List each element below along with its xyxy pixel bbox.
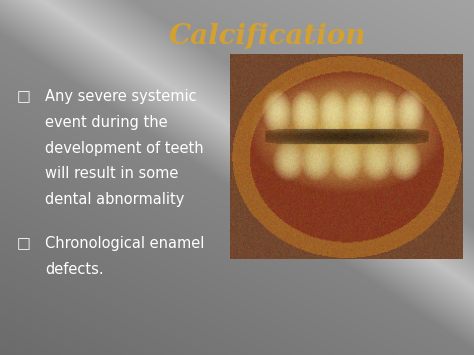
Text: □: □ <box>17 236 30 251</box>
Text: Calcification: Calcification <box>169 23 366 50</box>
Text: □: □ <box>17 89 30 104</box>
Text: development of teeth: development of teeth <box>45 141 204 155</box>
Text: will result in some: will result in some <box>45 166 178 181</box>
Text: dental abnormality: dental abnormality <box>45 192 184 207</box>
Text: defects.: defects. <box>45 262 104 277</box>
Text: Chronological enamel: Chronological enamel <box>45 236 204 251</box>
Text: event during the: event during the <box>45 115 168 130</box>
Text: Any severe systemic: Any severe systemic <box>45 89 197 104</box>
